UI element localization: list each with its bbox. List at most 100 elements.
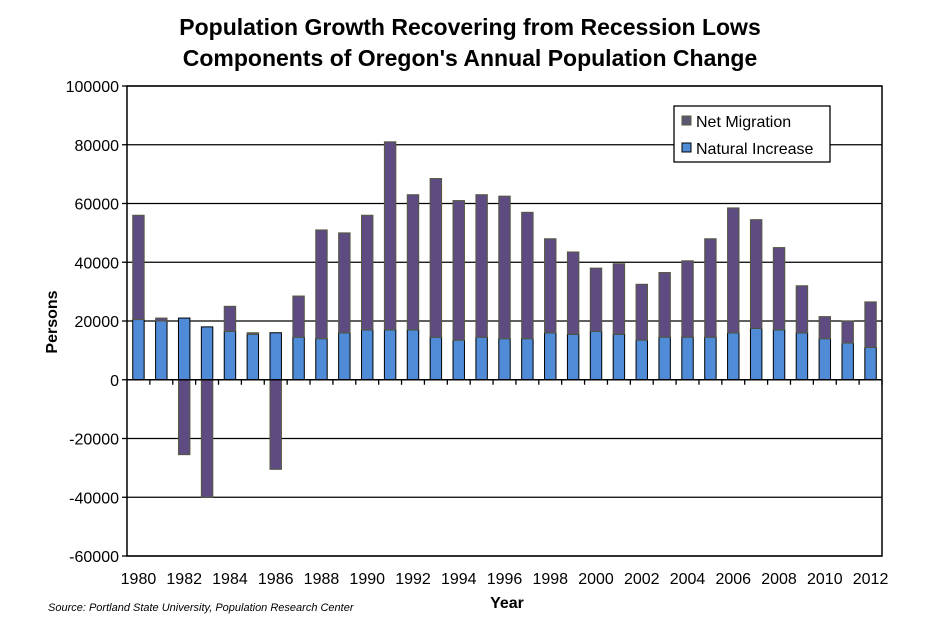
legend-swatch-natural-increase <box>681 142 692 153</box>
bar-natural-increase <box>177 317 191 381</box>
bar-natural-increase <box>635 339 648 381</box>
bar-net-migration <box>200 379 214 498</box>
bar-natural-increase <box>841 342 854 381</box>
bar-net-migration <box>475 194 488 338</box>
x-tick-label: 1996 <box>487 571 523 588</box>
bar-net-migration <box>498 195 511 340</box>
bar-net-migration <box>566 251 580 335</box>
y-tick-label: -40000 <box>69 490 119 507</box>
bar-natural-increase <box>864 346 877 381</box>
bar-natural-increase <box>498 338 511 381</box>
bar-net-migration <box>521 211 534 340</box>
bar-net-migration <box>177 379 191 456</box>
bar-net-migration <box>704 238 717 338</box>
bar-natural-increase <box>269 332 282 381</box>
bar-net-migration <box>132 214 145 321</box>
y-tick-label: 20000 <box>75 314 120 331</box>
y-tick-label: 60000 <box>75 197 120 214</box>
legend-swatch-net-migration <box>681 115 692 126</box>
bar-net-migration <box>749 219 763 329</box>
bar-net-migration <box>292 295 305 338</box>
x-tick-label: 1992 <box>395 571 431 588</box>
bar-natural-increase <box>795 332 809 381</box>
bar-natural-increase <box>452 339 465 381</box>
bar-natural-increase <box>406 329 420 381</box>
x-tick-label: 1986 <box>258 571 294 588</box>
bar-natural-increase <box>544 332 557 381</box>
bar-net-migration <box>612 263 626 335</box>
bar-natural-increase <box>383 329 397 381</box>
bar-natural-increase <box>223 330 237 381</box>
x-tick-label: 2002 <box>624 571 660 588</box>
chart-subtitle: Components of Oregon's Annual Population… <box>182 45 758 71</box>
bar-net-migration <box>223 305 237 332</box>
bar-natural-increase <box>246 333 260 381</box>
bar-natural-increase <box>566 333 580 381</box>
bar-natural-increase <box>155 320 168 381</box>
x-tick-label: 2008 <box>761 571 797 588</box>
x-axis-label: Year <box>490 595 524 612</box>
legend-label-net-migration: Net Migration <box>696 114 791 131</box>
bar-net-migration <box>589 267 603 332</box>
bar-net-migration <box>246 332 260 335</box>
bar-natural-increase <box>772 329 786 381</box>
bar-net-migration <box>361 214 374 331</box>
bar-natural-increase <box>338 332 351 381</box>
bar-net-migration <box>841 320 854 344</box>
x-tick-label: 2006 <box>715 571 751 588</box>
bar-net-migration <box>544 238 557 334</box>
y-tick-label: 80000 <box>75 138 120 155</box>
x-tick-label: 1988 <box>304 571 340 588</box>
bar-natural-increase <box>658 336 671 381</box>
bar-net-migration <box>429 178 443 338</box>
bar-natural-increase <box>292 336 305 381</box>
bar-net-migration <box>658 272 671 338</box>
bar-net-migration <box>681 260 694 338</box>
bar-natural-increase <box>200 326 214 381</box>
x-tick-label: 2000 <box>578 571 614 588</box>
bar-natural-increase <box>612 333 626 381</box>
bar-net-migration <box>383 141 397 331</box>
x-tick-label: 2012 <box>853 571 889 588</box>
x-tick-label: 1990 <box>349 571 385 588</box>
y-axis-label: Persons <box>44 290 61 353</box>
bar-natural-increase <box>132 319 145 381</box>
bar-natural-increase <box>589 330 603 381</box>
bar-net-migration <box>635 283 648 341</box>
bar-net-migration <box>406 194 420 331</box>
x-tick-label: 1998 <box>532 571 568 588</box>
x-tick-label: 1984 <box>212 571 248 588</box>
legend-label-natural-increase: Natural Increase <box>696 141 813 158</box>
y-tick-label: 0 <box>110 373 119 390</box>
bar-net-migration <box>452 200 465 341</box>
x-tick-label: 2010 <box>807 571 843 588</box>
y-tick-label: 100000 <box>66 79 119 96</box>
x-tick-label: 2004 <box>670 571 706 588</box>
bar-natural-increase <box>818 338 832 381</box>
y-tick-label: -20000 <box>69 432 119 449</box>
bar-natural-increase <box>361 329 374 381</box>
bar-natural-increase <box>521 338 534 381</box>
bar-net-migration <box>727 207 740 334</box>
bar-natural-increase <box>315 338 328 381</box>
x-tick-label: 1980 <box>121 571 157 588</box>
bar-natural-increase <box>475 336 488 381</box>
y-tick-label: -60000 <box>69 549 119 566</box>
chart-title: Population Growth Recovering from Recess… <box>179 14 761 40</box>
bar-net-migration <box>772 247 786 331</box>
x-tick-label: 1994 <box>441 571 477 588</box>
source-note: Source: Portland State University, Popul… <box>48 602 354 614</box>
bar-natural-increase <box>681 336 694 381</box>
bar-natural-increase <box>749 327 763 381</box>
bar-net-migration <box>864 301 877 348</box>
bar-net-migration <box>795 285 809 334</box>
bar-natural-increase <box>727 332 740 381</box>
bar-net-migration <box>269 379 282 470</box>
bar-net-migration <box>315 229 328 340</box>
bar-net-migration <box>155 317 168 322</box>
y-tick-label: 40000 <box>75 255 120 272</box>
legend <box>673 105 831 163</box>
bar-natural-increase <box>704 336 717 381</box>
